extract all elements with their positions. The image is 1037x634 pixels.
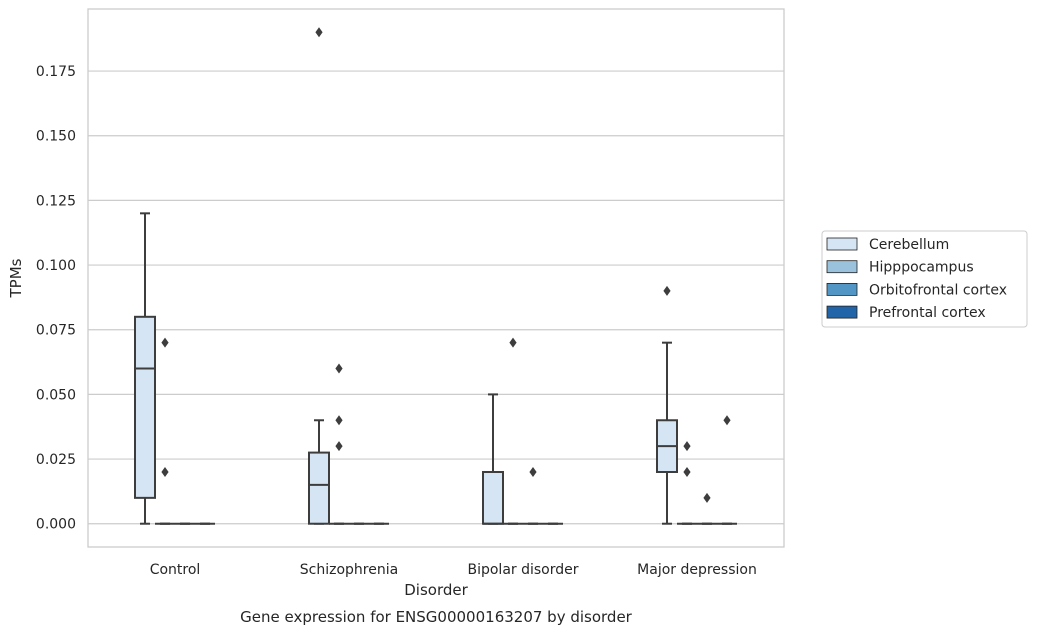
legend-swatch	[826, 282, 858, 296]
y-tick-label: 0.100	[36, 258, 76, 274]
y-tick-label: 0.000	[36, 517, 76, 533]
outlier-marker	[161, 466, 169, 477]
outlier-marker	[335, 363, 343, 374]
y-tick-label: 0.050	[36, 387, 76, 403]
gridlines	[88, 70, 784, 525]
y-tick-label: 0.175	[36, 64, 76, 80]
legend-entry: Orbitofrontal cortex	[869, 282, 1007, 298]
outlier-marker	[663, 285, 671, 296]
x-tick-labels: Control Schizophrenia Bipolar disorder Majo…	[150, 562, 757, 578]
y-tick-labels: 0.000 0.025 0.050 0.075 0.100 0.125 0.150 0.175	[36, 64, 76, 533]
box	[482, 470, 504, 525]
x-tick-label: Control	[150, 562, 201, 578]
series-group	[134, 27, 678, 525]
outlier-marker	[683, 441, 691, 452]
box-series	[134, 27, 737, 525]
y-tick-label: 0.150	[36, 129, 76, 145]
legend-entry: Prefrontal cortex	[869, 305, 986, 321]
x-axis-label: Disorder	[404, 581, 468, 599]
y-tick-label: 0.125	[36, 193, 76, 209]
box	[308, 451, 330, 525]
x-tick-label: Schizophrenia	[300, 562, 398, 578]
legend-entry: Hipppocampus	[869, 260, 974, 276]
outlier-marker	[703, 492, 711, 503]
plot-frame	[87, 8, 785, 548]
x-tick-label: Major depression	[637, 562, 757, 578]
series-group	[195, 415, 737, 525]
legend-swatch	[826, 260, 858, 274]
legend: Cerebellum Hipppocampus Orbitofrontal cort…	[821, 230, 1028, 328]
box	[134, 315, 156, 499]
series-group	[175, 466, 717, 525]
outlier-marker	[315, 27, 323, 38]
outlier-marker	[335, 441, 343, 452]
y-tick-label: 0.075	[36, 323, 76, 339]
y-tick-label: 0.025	[36, 452, 76, 468]
legend-frame	[821, 230, 1028, 328]
outlier-marker	[335, 415, 343, 426]
outlier-marker	[509, 337, 517, 348]
outlier-marker	[723, 415, 731, 426]
outlier-marker	[529, 466, 537, 477]
chart-caption: Gene expression for ENSG00000163207 by d…	[240, 608, 633, 626]
outlier-marker	[161, 337, 169, 348]
outlier-marker	[683, 466, 691, 477]
series-group	[155, 337, 697, 525]
legend-swatch	[826, 237, 858, 251]
y-axis-label: TPMs	[7, 258, 25, 298]
x-tick-label: Bipolar disorder	[467, 562, 578, 578]
legend-entry: Cerebellum	[869, 237, 949, 253]
legend-swatch	[826, 305, 858, 319]
